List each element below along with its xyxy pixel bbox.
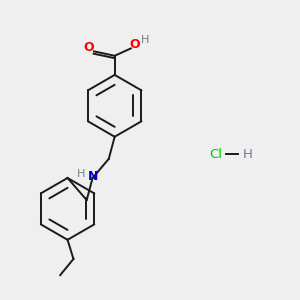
Text: N: N	[87, 170, 98, 183]
Text: H: H	[243, 148, 253, 161]
Text: Cl: Cl	[209, 148, 222, 161]
Text: O: O	[129, 38, 140, 51]
Text: H: H	[141, 34, 149, 45]
Text: H: H	[76, 169, 85, 178]
Text: O: O	[83, 41, 94, 54]
